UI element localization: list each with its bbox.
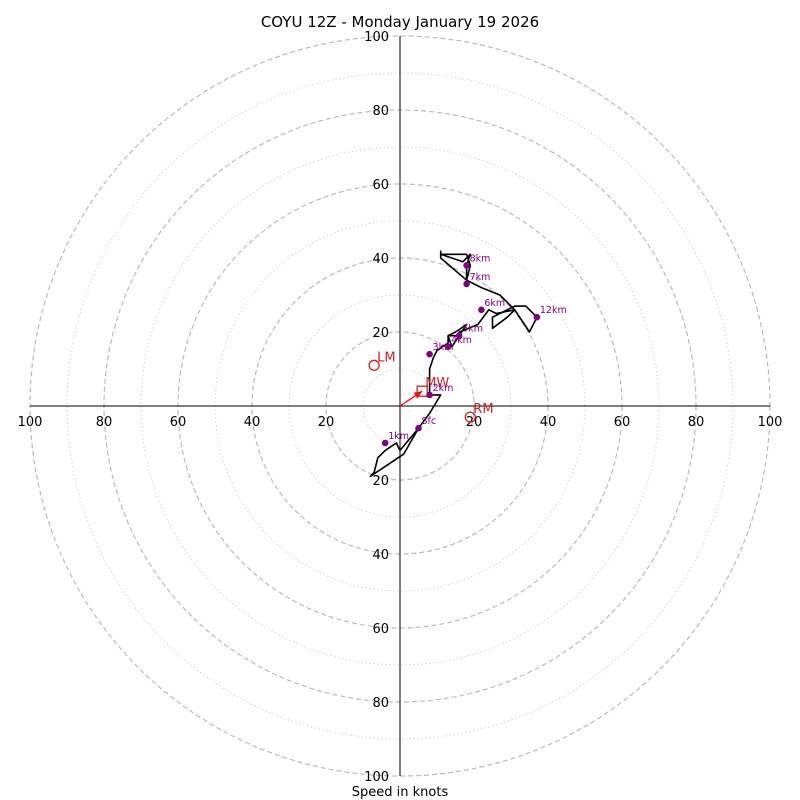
- y-tick-label: 100: [364, 770, 389, 785]
- x-tick-label: 60: [614, 415, 631, 430]
- mw-label: MW: [425, 376, 449, 391]
- x-tick-label: 80: [688, 415, 705, 430]
- height-marker-1km: [381, 439, 389, 447]
- height-marker-label: 8km: [470, 253, 491, 264]
- height-marker-label: 7km: [470, 272, 491, 283]
- y-tick-label: 80: [372, 104, 389, 119]
- height-marker-label: 4km: [451, 335, 472, 346]
- storm-motion-group: LM MW RM: [368, 350, 494, 423]
- mean-wind-arrow-head: [413, 391, 423, 399]
- height-marker-label: 2km: [433, 383, 454, 394]
- height-marker-label: 3km: [433, 342, 454, 353]
- height-marker-2km: [426, 391, 433, 399]
- x-tick-label: 40: [244, 415, 261, 430]
- height-marker-8km: [463, 262, 470, 269]
- height-marker-6km: [478, 306, 485, 314]
- x-tick-label: 100: [758, 415, 783, 430]
- x-axis-label: Speed in knots: [352, 785, 449, 800]
- x-tick-label: 80: [96, 415, 113, 430]
- lm-label: LM: [377, 350, 395, 365]
- x-tick-label: 20: [466, 415, 483, 430]
- height-marker-7km: [463, 280, 470, 288]
- height-marker-Sfc: [415, 424, 422, 432]
- tick-labels: 100 80 60 40 20 20 40 60 80 100 100 80 60 40 20 20 40 60 8…: [18, 30, 783, 785]
- x-tick-label: 40: [540, 415, 557, 430]
- y-tick-label: 60: [372, 178, 389, 193]
- y-tick-label: 20: [372, 474, 389, 489]
- rm-label: RM: [473, 402, 493, 417]
- height-marker-5km: [455, 332, 463, 340]
- x-tick-label: 100: [18, 415, 43, 430]
- height-marker-label: 1km: [388, 431, 409, 442]
- y-tick-label: 60: [372, 622, 389, 637]
- rm-marker: [464, 411, 476, 423]
- height-marker-12km: [533, 313, 541, 321]
- height-marker-label: Sfc: [422, 416, 437, 427]
- height-marker-4km: [444, 343, 452, 351]
- y-tick-label: 100: [364, 30, 389, 45]
- x-tick-label: 20: [318, 415, 335, 430]
- y-tick-label: 40: [372, 548, 389, 563]
- height-marker-label: 6km: [484, 298, 505, 309]
- mw-marker: [416, 385, 428, 397]
- y-tick-label: 20: [372, 326, 389, 341]
- height-marker-label: 5km: [462, 324, 483, 335]
- x-tick-label: 60: [170, 415, 187, 430]
- y-tick-label: 80: [372, 696, 389, 711]
- lm-marker: [368, 359, 380, 371]
- chart-title: COYU 12Z - Monday January 19 2026: [261, 13, 539, 31]
- height-marker-label: 12km: [540, 305, 567, 316]
- height-marker-3km: [426, 350, 433, 358]
- y-tick-label: 40: [372, 252, 389, 267]
